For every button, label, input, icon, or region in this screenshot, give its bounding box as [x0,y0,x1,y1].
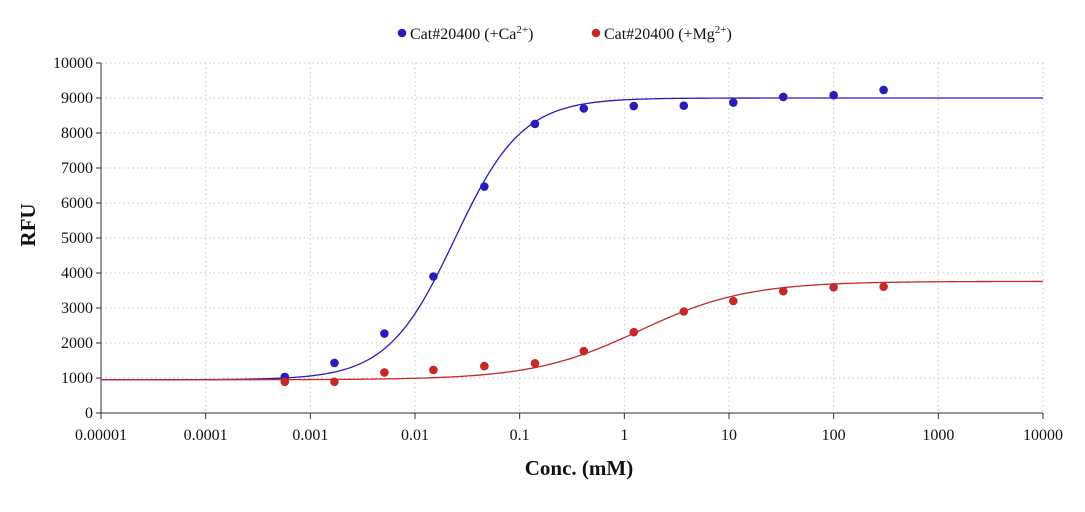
legend-label-series-2: Cat#20400 (+Mg2+) [604,24,732,43]
data-point-series-1 [879,85,888,95]
y-tick-label: 3000 [61,300,93,317]
data-points [280,85,888,387]
x-tick-label: 0.0001 [184,427,228,444]
y-tick-label: 8000 [61,125,93,142]
data-point-series-2 [530,359,540,368]
data-point-series-1 [380,329,389,338]
data-point-series-2 [380,368,389,377]
y-tick-label: 10000 [53,55,93,72]
x-axis-title: Conc. (mM) [525,456,633,480]
fit-curves [101,97,1044,381]
data-point-series-2 [429,365,438,375]
data-point-series-1 [579,104,589,113]
data-point-series-1 [429,272,438,281]
data-point-series-2 [729,296,738,306]
data-point-series-1 [330,358,339,368]
data-point-series-2 [829,283,838,292]
data-point-series-2 [879,282,888,291]
legend-marker-series-1 [397,28,407,38]
data-point-series-1 [629,101,639,111]
data-point-series-2 [629,327,639,337]
data-point-series-1 [729,98,738,107]
x-tick-label: 0.001 [292,427,328,444]
x-tick-label: 0.1 [510,427,530,444]
x-tick-label: 0.00001 [75,427,127,444]
x-tick-label: 10000 [1023,427,1063,444]
x-tick-label: 1000 [922,427,954,444]
data-point-series-2 [778,286,788,296]
y-tick-label: 4000 [61,265,93,282]
axes: 0100020003000400050006000700080009000100… [53,55,1063,444]
y-tick-label: 2000 [61,335,93,352]
legend: Cat#20400 (+Ca2+) Cat#20400 (+Mg2+) [397,24,732,43]
fit-curve-series-2 [101,280,1044,381]
data-point-series-1 [829,90,838,100]
data-point-series-2 [480,361,489,371]
x-tick-label: 100 [822,427,846,444]
data-point-series-1 [480,182,489,191]
data-point-series-1 [679,101,689,110]
x-tick-label: 10 [721,427,737,444]
y-axis-title: RFU [16,203,40,246]
y-tick-label: 7000 [61,160,93,177]
fit-curve-series-1 [101,97,1043,381]
data-point-series-2 [679,307,689,316]
data-point-series-2 [280,377,290,387]
data-point-series-2 [330,377,339,387]
y-tick-label: 1000 [61,370,93,387]
data-point-series-1 [530,119,540,129]
data-point-series-1 [778,92,788,102]
y-tick-label: 0 [85,405,93,422]
legend-marker-series-2 [591,28,601,38]
y-tick-label: 5000 [61,230,93,247]
y-tick-label: 6000 [61,195,93,212]
y-tick-label: 9000 [61,90,93,107]
legend-label-series-1: Cat#20400 (+Ca2+) [410,24,533,43]
data-point-series-2 [579,346,589,356]
x-tick-label: 0.01 [401,427,429,444]
x-tick-label: 1 [620,427,628,444]
